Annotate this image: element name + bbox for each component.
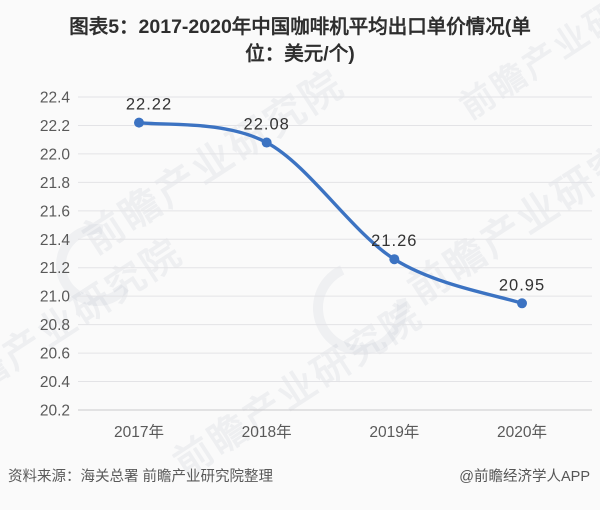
credit-text: @前瞻经济学人APP — [459, 469, 590, 485]
data-point — [517, 298, 527, 309]
x-tick-label: 2017年 — [114, 423, 164, 441]
y-tick-label: 22.2 — [40, 118, 70, 135]
data-point-label: 21.26 — [371, 232, 417, 250]
y-tick-label: 22.4 — [40, 90, 71, 107]
watermark-logo-ring — [56, 224, 138, 306]
y-tick-label: 21.2 — [40, 260, 70, 277]
y-tick-label: 21.4 — [40, 232, 71, 249]
line-chart: 20.2 20.4 20.6 20.8 21.0 21.2 21.4 21.6 21.8 22.0… — [40, 90, 592, 441]
y-tick-label: 21.8 — [40, 175, 70, 192]
data-point-label: 22.22 — [126, 96, 172, 114]
y-tick-label: 21.0 — [40, 289, 71, 306]
y-tick-label: 20.2 — [40, 403, 70, 420]
y-tick-label: 20.8 — [40, 317, 70, 334]
x-tick-label: 2019年 — [369, 423, 419, 441]
y-tick-label: 20.4 — [40, 374, 71, 391]
x-tick-label: 2020年 — [497, 423, 547, 441]
line-series — [137, 120, 524, 305]
data-point — [389, 254, 400, 265]
y-tick-label: 22.0 — [40, 146, 71, 163]
chart-title-line1: 图表5：2017-2020年中国咖啡机平均出口单价情况(单 — [69, 16, 531, 38]
data-point-label: 22.08 — [244, 116, 290, 134]
watermark-logo-ring — [313, 261, 407, 355]
chart-title-line2: 位：美元/个) — [245, 43, 355, 65]
y-tick-label: 21.6 — [40, 203, 70, 220]
data-point — [134, 117, 144, 128]
x-tick-label: 2018年 — [242, 423, 292, 441]
source-text: 资料来源：海关总署 前瞻产业研究院整理 — [8, 469, 274, 485]
data-point-label: 20.95 — [499, 276, 545, 294]
y-tick-label: 20.6 — [40, 346, 70, 363]
data-point — [261, 137, 272, 148]
chart-footer: 资料来源：海关总署 前瞻产业研究院整理 @前瞻经济学人APP — [0, 466, 600, 488]
chart-title: 图表5：2017-2020年中国咖啡机平均出口单价情况(单 位：美元/个) — [0, 14, 600, 68]
